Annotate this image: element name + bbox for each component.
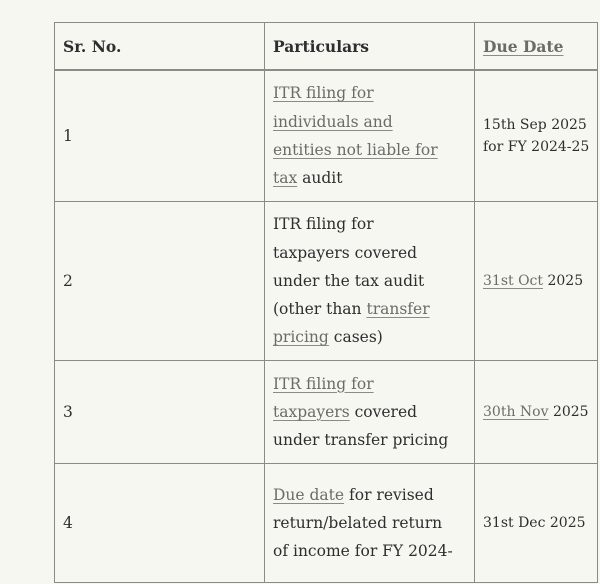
link[interactable]: ITR filing for [273, 84, 374, 103]
text: for revised [344, 485, 434, 504]
text: 2025 [548, 404, 589, 420]
link[interactable]: ITR filing for [273, 374, 374, 393]
particulars-cell: ITR filing for individuals and entities no… [264, 70, 475, 202]
sr-no: 2 [63, 272, 73, 290]
text-line: individuals and [273, 108, 466, 136]
text: 31st Dec 2025 [483, 515, 586, 531]
link[interactable]: taxpayers [273, 402, 350, 421]
text-line: entities not liable for [273, 136, 466, 164]
link[interactable]: pricing [273, 328, 329, 347]
header-particulars-text: Particulars [273, 36, 370, 56]
sr-no-cell: 4 [54, 463, 265, 583]
text-line: 31st Oct 2025 [483, 270, 594, 292]
text: under transfer pricing [273, 431, 449, 450]
text-line: tax audit [273, 164, 466, 192]
sr-no: 4 [63, 514, 73, 532]
text: 15th Sep 2025 [483, 117, 587, 133]
link[interactable]: entities not liable for [273, 141, 438, 159]
sr-no-cell: 1 [54, 70, 265, 202]
due-date-cell: 15th Sep 2025 for FY 2024-25 [474, 70, 598, 202]
text-line: pricing cases) [273, 323, 466, 351]
header-due-date-link[interactable]: Due Date [483, 36, 564, 56]
text-line: 15th Sep 2025 [483, 114, 594, 136]
table-row: 4 Due date for revised return/belated retu… [54, 463, 599, 584]
text: return/belated return [273, 513, 443, 532]
header-particulars: Particulars [264, 22, 475, 70]
link[interactable]: Due date [273, 485, 345, 504]
text: 2025 [543, 273, 584, 289]
particulars-cell: ITR filing for taxpayers covered under the… [264, 201, 475, 361]
link[interactable]: tax [273, 169, 298, 188]
text-line: ITR filing for [273, 79, 466, 107]
header-sr-no: Sr. No. [54, 22, 265, 70]
table-row: 2 ITR filing for taxpayers covered under th… [54, 201, 599, 362]
sr-no: 3 [63, 403, 73, 421]
text-line: return/belated return [273, 509, 466, 537]
due-date-cell: 31st Dec 2025 [474, 463, 598, 583]
due-date-cell: 31st Oct 2025 [474, 201, 598, 361]
text-line: 31st Dec 2025 [483, 512, 594, 534]
header-sr-no-text: Sr. No. [63, 36, 122, 56]
link[interactable]: 31st Oct [483, 273, 544, 289]
text: audit [297, 169, 343, 188]
table-header-row: Sr. No. Particulars Due Date [54, 22, 599, 71]
table-row: 1 ITR filing for individuals and entities n… [54, 70, 599, 203]
text-line: for FY 2024-25 [483, 136, 594, 158]
text-line: ITR filing for [273, 370, 466, 398]
text: for FY 2024-25 [483, 139, 590, 155]
text: ITR filing for [273, 215, 374, 234]
particulars-cell: ITR filing for taxpayers covered under tra… [264, 360, 475, 464]
text: covered [349, 402, 418, 421]
text-line: (other than transfer [273, 295, 466, 323]
table-row: 3 ITR filing for taxpayers covered under tr… [54, 360, 599, 465]
text-line: 30th Nov 2025 [483, 401, 594, 423]
sr-no: 1 [63, 127, 73, 145]
link[interactable]: 30th Nov [483, 404, 549, 420]
text-line: ITR filing for [273, 210, 466, 238]
text: taxpayers covered [273, 243, 418, 262]
text: under the tax audit [273, 271, 425, 290]
sr-no-cell: 2 [54, 201, 265, 361]
text-line: Due date for revised [273, 481, 466, 509]
text: of income for FY 2024- [273, 542, 453, 561]
text-line: under the tax audit [273, 267, 466, 295]
sr-no-cell: 3 [54, 360, 265, 464]
link[interactable]: individuals and [273, 112, 393, 131]
text-line: taxpayers covered [273, 398, 466, 426]
particulars-cell: Due date for revised return/belated retur… [264, 463, 475, 583]
due-date-cell: 30th Nov 2025 [474, 360, 598, 464]
text-line: taxpayers covered [273, 239, 466, 267]
link[interactable]: transfer [366, 300, 430, 319]
text-line: of income for FY 2024- [273, 537, 466, 565]
text: cases) [328, 328, 383, 347]
header-due-date: Due Date [474, 22, 598, 70]
text-line: under transfer pricing [273, 426, 466, 454]
text: (other than [273, 300, 367, 319]
